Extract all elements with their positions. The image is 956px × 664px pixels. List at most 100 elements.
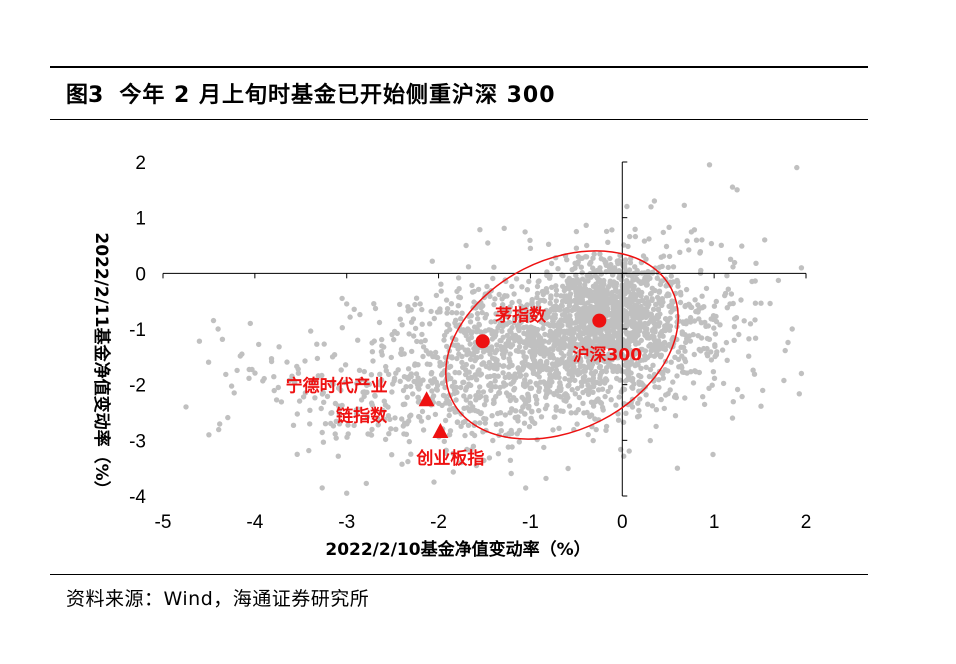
scatter-point <box>487 351 493 357</box>
scatter-point <box>656 384 662 391</box>
scatter-point <box>513 348 520 354</box>
scatter-point <box>372 393 378 399</box>
scatter-point <box>419 321 425 327</box>
scatter-point <box>513 276 520 282</box>
scatter-point <box>183 404 189 410</box>
scatter-point <box>648 290 654 297</box>
scatter-point <box>650 306 657 312</box>
scatter-point <box>547 389 553 395</box>
title-bottom-rule <box>50 119 868 120</box>
scatter-point <box>563 318 569 324</box>
scatter-point <box>419 306 425 313</box>
y-tick-label: -4 <box>129 487 146 508</box>
scatter-point <box>514 431 520 437</box>
scatter-point <box>592 331 598 337</box>
scatter-point <box>565 308 571 314</box>
scatter-point <box>431 479 437 485</box>
scatter-point <box>630 385 636 391</box>
scatter-point <box>509 444 515 450</box>
scatter-point <box>658 278 664 284</box>
scatter-point <box>507 457 514 463</box>
scatter-point <box>712 343 718 349</box>
scatter-point <box>529 296 535 303</box>
scatter-point <box>339 402 345 409</box>
highlight-label: 茅指数 <box>495 305 547 326</box>
scatter-point <box>553 283 559 289</box>
scatter-point <box>339 295 345 302</box>
scatter-point <box>632 334 639 340</box>
scatter-point <box>548 306 555 312</box>
scatter-point <box>333 418 339 424</box>
scatter-point <box>451 379 458 385</box>
scatter-point <box>670 264 677 270</box>
scatter-point <box>482 291 488 297</box>
scatter-point <box>598 306 604 312</box>
scatter-point <box>441 337 447 343</box>
y-tick-label: -2 <box>129 376 146 397</box>
scatter-point <box>342 379 348 386</box>
scatter-point <box>585 391 592 398</box>
scatter-point <box>581 307 588 314</box>
scatter-point <box>712 331 719 337</box>
scatter-point <box>405 366 412 372</box>
scatter-point <box>372 305 379 312</box>
scatter-point <box>399 416 405 422</box>
scatter-point <box>430 353 436 360</box>
scatter-point <box>405 376 412 382</box>
scatter-point <box>411 333 417 339</box>
scatter-point <box>682 332 688 338</box>
scatter-point <box>538 343 544 349</box>
scatter-point <box>336 410 342 417</box>
scatter-point <box>514 323 521 329</box>
x-tick-label: -3 <box>338 512 355 533</box>
scatter-point <box>399 322 405 328</box>
scatter-point <box>383 363 389 370</box>
scatter-point <box>443 297 450 303</box>
scatter-point <box>573 341 579 347</box>
scatter-point <box>361 389 367 395</box>
scatter-point <box>570 360 576 366</box>
scatter-point <box>580 400 586 406</box>
scatter-point <box>690 380 697 386</box>
scatter-point <box>314 355 321 362</box>
scatter-point <box>577 306 583 312</box>
scatter-point <box>456 286 462 292</box>
scatter-point <box>478 354 484 360</box>
scatter-point <box>499 318 505 324</box>
scatter-point <box>648 316 655 322</box>
scatter-point <box>632 233 639 240</box>
scatter-point <box>692 297 698 303</box>
scatter-point <box>544 402 550 409</box>
scatter-point <box>480 303 486 309</box>
scatter-point <box>210 317 217 324</box>
scatter-point <box>467 394 473 400</box>
scatter-point <box>643 333 650 339</box>
scatter-point <box>469 329 475 335</box>
scatter-point <box>646 373 653 380</box>
scatter-point <box>499 328 505 334</box>
scatter-point <box>693 308 699 315</box>
scatter-point <box>380 407 386 414</box>
scatter-point <box>511 291 517 297</box>
scatter-point <box>798 370 805 377</box>
highlight-marker <box>475 334 490 349</box>
scatter-point <box>623 280 629 287</box>
scatter-point <box>501 363 507 369</box>
scatter-point <box>403 384 409 390</box>
scatter-point <box>476 321 482 327</box>
scatter-point <box>536 374 542 380</box>
highlight-marker <box>418 391 435 407</box>
scatter-point <box>515 365 521 372</box>
scatter-point <box>607 384 614 390</box>
chart-axes <box>162 161 807 497</box>
scatter-point <box>312 395 318 401</box>
scatter-point <box>598 256 604 262</box>
scatter-point <box>474 316 481 322</box>
scatter-point <box>534 294 540 301</box>
scatter-point <box>468 382 474 389</box>
highlight-label: 创业板指 <box>415 448 484 469</box>
scatter-point <box>643 256 649 262</box>
scatter-point <box>432 349 439 356</box>
scatter-point <box>397 301 403 308</box>
scatter-point <box>420 353 426 360</box>
